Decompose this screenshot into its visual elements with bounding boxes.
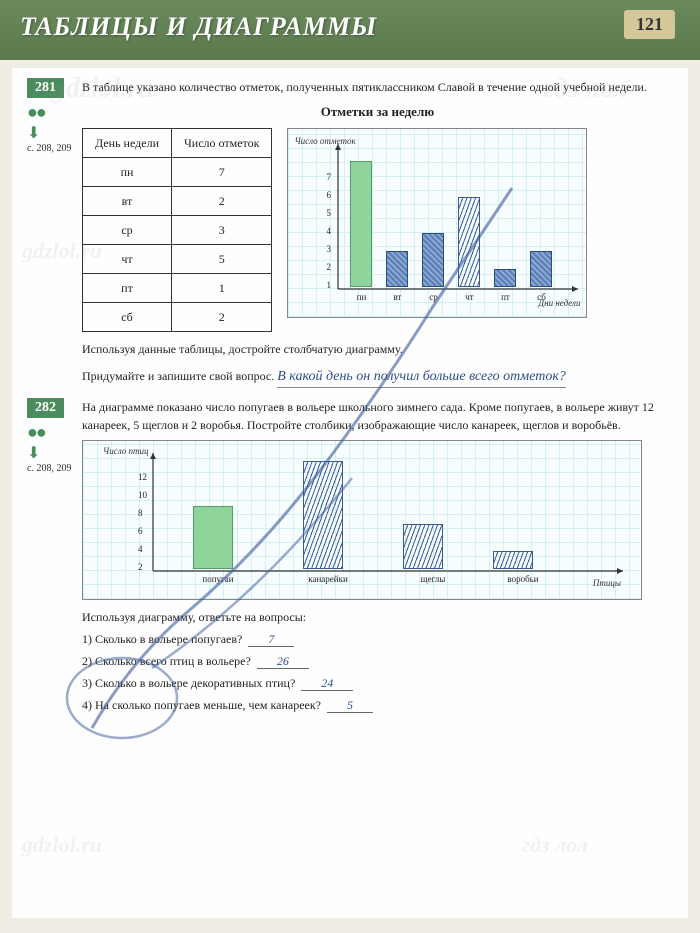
y-tick: 8 bbox=[138, 507, 143, 521]
x-tick: попугаи bbox=[183, 573, 253, 587]
chart-axes bbox=[83, 441, 643, 601]
y-tick: 7 bbox=[326, 171, 331, 185]
handwritten-answer: В какой день он получил больше всего отм… bbox=[277, 366, 566, 388]
answer-2: 26 bbox=[257, 654, 309, 669]
x-tick: ср bbox=[418, 291, 448, 305]
table-row: ср3 bbox=[83, 215, 272, 244]
y-tick: 2 bbox=[138, 561, 143, 575]
page-header: ТАБЛИЦЫ И ДИАГРАММЫ 121 bbox=[0, 0, 700, 60]
y-tick: 3 bbox=[326, 243, 331, 257]
x-tick: пн bbox=[346, 291, 376, 305]
chart-bar bbox=[193, 506, 233, 569]
y-tick: 12 bbox=[138, 471, 147, 485]
chart-bar bbox=[403, 524, 443, 569]
x-tick: щеглы bbox=[398, 573, 468, 587]
chart-axes bbox=[288, 129, 588, 319]
table-header-day: День недели bbox=[83, 128, 172, 157]
task-2: Придумайте и запишите свой вопрос. В как… bbox=[82, 366, 673, 388]
page-number: 121 bbox=[624, 10, 675, 39]
difficulty-dots: ●● bbox=[27, 102, 82, 123]
table-row: сб2 bbox=[83, 302, 272, 331]
bar-chart-282: Число птиц Птицы 24681012 попугаиканарей… bbox=[82, 440, 642, 600]
question-1: 1) Сколько в вольере попугаев?7 bbox=[82, 630, 673, 648]
exercise-282: 282 ●● ⬇ с. 208, 209 На диаграмме показа… bbox=[27, 398, 673, 718]
chart-bar bbox=[458, 197, 480, 287]
x-tick: вт bbox=[382, 291, 412, 305]
chart-bar bbox=[386, 251, 408, 287]
y-tick: 2 bbox=[326, 261, 331, 275]
answer-3: 24 bbox=[301, 676, 353, 691]
question-2: 2) Сколько всего птиц в вольере?26 bbox=[82, 652, 673, 670]
x-tick: воробьи bbox=[488, 573, 558, 587]
x-tick: канарейки bbox=[293, 573, 363, 587]
x-tick: сб bbox=[526, 291, 556, 305]
y-tick: 6 bbox=[326, 189, 331, 203]
exercise-number: 282 bbox=[27, 398, 64, 418]
y-tick: 6 bbox=[138, 525, 143, 539]
exercise-content: На диаграмме показано число попугаев в в… bbox=[82, 398, 673, 718]
exercise-margin: 282 ●● ⬇ с. 208, 209 bbox=[27, 398, 82, 718]
page-reference: с. 208, 209 bbox=[27, 463, 82, 474]
chart-bar bbox=[493, 551, 533, 569]
bar-chart-281: Число отметок Дни недели 1234567 пнвтсрч… bbox=[287, 128, 587, 318]
chart-bar bbox=[422, 233, 444, 287]
y-tick: 5 bbox=[326, 207, 331, 221]
chart-title: Отметки за неделю bbox=[82, 102, 673, 122]
task-1: Используя данные таблицы, достройте стол… bbox=[82, 340, 673, 358]
watermark: гдз лол bbox=[522, 832, 588, 858]
chart-bar bbox=[530, 251, 552, 287]
table-header-count: Число отметок bbox=[171, 128, 271, 157]
y-tick: 10 bbox=[138, 489, 147, 503]
exercise-intro: В таблице указано количество отметок, по… bbox=[82, 78, 673, 96]
table-row: пн7 bbox=[83, 157, 272, 186]
marks-table: День недели Число отметок пн7 вт2 ср3 чт… bbox=[82, 128, 272, 332]
reference-arrow-icon: ⬇ bbox=[27, 123, 82, 143]
chart-bar bbox=[303, 461, 343, 569]
exercise-number: 281 bbox=[27, 78, 64, 98]
reference-arrow-icon: ⬇ bbox=[27, 443, 82, 463]
page-reference: с. 208, 209 bbox=[27, 143, 82, 154]
exercise-margin: 281 ●● ⬇ с. 208, 209 bbox=[27, 78, 82, 388]
question-3: 3) Сколько в вольере декоративных птиц?2… bbox=[82, 674, 673, 692]
table-row: пт1 bbox=[83, 273, 272, 302]
x-tick: пт bbox=[490, 291, 520, 305]
y-tick: 4 bbox=[326, 225, 331, 239]
watermark: gdzlol.ru bbox=[22, 832, 102, 858]
header-title: ТАБЛИЦЫ И ДИАГРАММЫ bbox=[20, 12, 680, 42]
answer-1: 7 bbox=[248, 632, 294, 647]
exercise-intro: На диаграмме показано число попугаев в в… bbox=[82, 398, 673, 434]
table-row: чт5 bbox=[83, 244, 272, 273]
chart-bar bbox=[350, 161, 372, 287]
y-tick: 4 bbox=[138, 543, 143, 557]
questions-intro: Используя диаграмму, ответьте на вопросы… bbox=[82, 608, 673, 626]
chart-bar bbox=[494, 269, 516, 287]
y-tick: 1 bbox=[326, 279, 331, 293]
answer-4: 5 bbox=[327, 698, 373, 713]
exercise-281: 281 ●● ⬇ с. 208, 209 В таблице указано к… bbox=[27, 78, 673, 388]
table-row: вт2 bbox=[83, 186, 272, 215]
exercise-content: В таблице указано количество отметок, по… bbox=[82, 78, 673, 388]
x-tick: чт bbox=[454, 291, 484, 305]
question-4: 4) На сколько попугаев меньше, чем канар… bbox=[82, 696, 673, 714]
page-body: gdzlol.ru гдз лол gdzlol.ru гдз лол gdzl… bbox=[12, 68, 688, 918]
difficulty-dots: ●● bbox=[27, 422, 82, 443]
